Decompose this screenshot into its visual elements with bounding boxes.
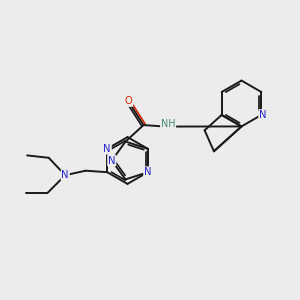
Text: N: N bbox=[108, 155, 116, 166]
Text: N: N bbox=[103, 144, 111, 154]
Text: O: O bbox=[124, 96, 132, 106]
Text: N: N bbox=[259, 110, 267, 120]
Text: NH: NH bbox=[161, 119, 176, 129]
Text: N: N bbox=[144, 167, 152, 177]
Text: N: N bbox=[61, 170, 69, 180]
